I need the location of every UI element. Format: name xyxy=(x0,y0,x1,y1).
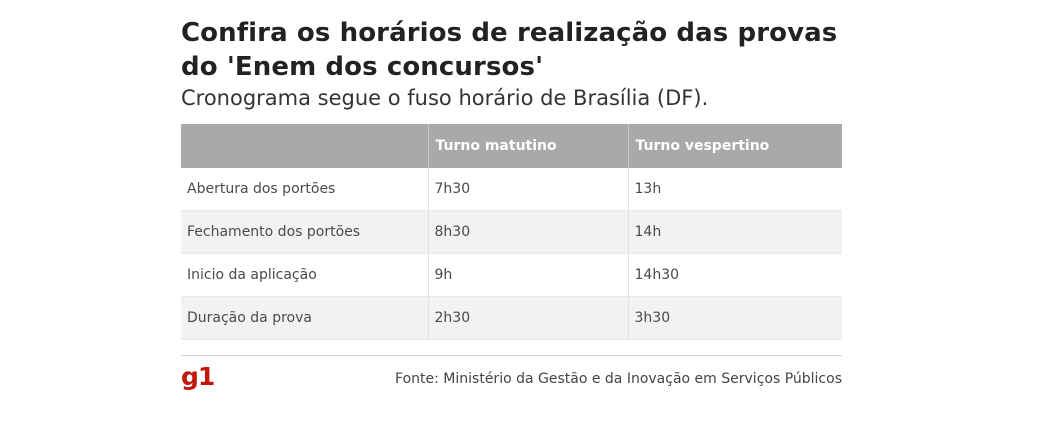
page-subtitle: Cronograma segue o fuso horário de Brasí… xyxy=(181,86,709,110)
afternoon-time: 14h xyxy=(628,210,842,254)
header-cell-label xyxy=(181,124,429,168)
table-row: Abertura dos portões 7h30 13h xyxy=(181,168,842,211)
schedule-table: Turno matutino Turno vespertino Abertura… xyxy=(181,124,842,340)
footer-divider xyxy=(181,355,842,356)
infographic: Confira os horários de realização das pr… xyxy=(181,16,842,396)
table-row: Fechamento dos portões 8h30 14h xyxy=(181,210,842,254)
source-credit: Fonte: Ministério da Gestão e da Inovaçã… xyxy=(395,371,842,387)
header-cell-morning: Turno matutino xyxy=(428,124,629,168)
page-title: Confira os horários de realização das pr… xyxy=(181,18,838,82)
morning-time: 9h xyxy=(428,253,629,297)
table-row: Duração da prova 2h30 3h30 xyxy=(181,296,842,340)
afternoon-time: 13h xyxy=(628,168,842,211)
row-label: Duração da prova xyxy=(181,296,429,340)
table-header-row: Turno matutino Turno vespertino xyxy=(181,124,842,168)
header-cell-afternoon: Turno vespertino xyxy=(628,124,842,168)
afternoon-time: 3h30 xyxy=(628,296,842,340)
footer: g1 Fonte: Ministério da Gestão e da Inov… xyxy=(181,356,842,396)
row-label: Fechamento dos portões xyxy=(181,210,429,254)
afternoon-time: 14h30 xyxy=(628,253,842,297)
morning-time: 8h30 xyxy=(428,210,629,254)
row-label: Inicio da aplicação xyxy=(181,253,429,297)
row-label: Abertura dos portões xyxy=(181,168,429,211)
morning-time: 7h30 xyxy=(428,168,629,211)
morning-time: 2h30 xyxy=(428,296,629,340)
table-row: Inicio da aplicação 9h 14h30 xyxy=(181,253,842,297)
g1-logo: g1 xyxy=(181,362,215,391)
